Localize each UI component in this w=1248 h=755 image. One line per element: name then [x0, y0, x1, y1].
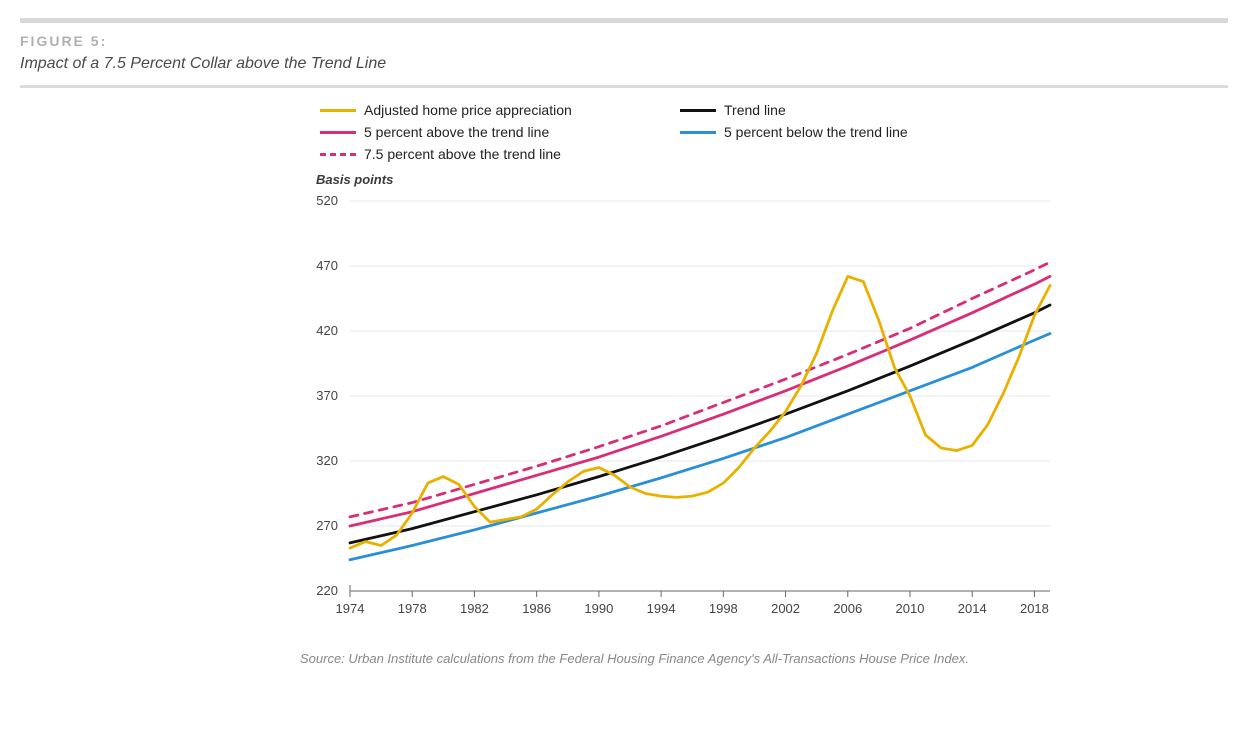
y-tick-label: 520 [316, 193, 338, 208]
legend-swatch-above5 [320, 131, 356, 134]
x-tick-label: 1990 [584, 601, 613, 616]
legend-item-above5: 5 percent above the trend line [320, 124, 590, 140]
y-axis-title: Basis points [316, 172, 1228, 187]
legend-swatch-trend [680, 109, 716, 112]
legend-item-below5: 5 percent below the trend line [680, 124, 950, 140]
legend-item-trend: Trend line [680, 102, 950, 118]
x-tick-label: 1974 [336, 601, 365, 616]
x-tick-label: 2018 [1020, 601, 1049, 616]
legend-swatch-below5 [680, 131, 716, 134]
legend-label-above5: 5 percent above the trend line [364, 124, 549, 140]
line-chart: 220 270 320 370 420 470 520 1974 1978 1982 1986 199… [300, 191, 1060, 631]
y-tick-label: 270 [316, 518, 338, 533]
x-tick-label: 1998 [709, 601, 738, 616]
title-rule [20, 85, 1228, 88]
x-tick-label: 1986 [522, 601, 551, 616]
legend-label-above75: 7.5 percent above the trend line [364, 146, 561, 162]
y-tick-label: 420 [316, 323, 338, 338]
legend-label-adjusted: Adjusted home price appreciation [364, 102, 572, 118]
legend-swatch-above75 [320, 153, 356, 156]
legend-item-adjusted: Adjusted home price appreciation [320, 102, 590, 118]
y-tick-label: 320 [316, 453, 338, 468]
series-above5 [350, 276, 1050, 526]
y-tick-label: 220 [316, 583, 338, 598]
figure-title: Impact of a 7.5 Percent Collar above the… [20, 55, 1228, 73]
figure-label: FIGURE 5: [20, 33, 1228, 49]
y-tick-label: 470 [316, 258, 338, 273]
legend-swatch-adjusted [320, 109, 356, 112]
legend-label-trend: Trend line [724, 102, 786, 118]
legend-label-below5: 5 percent below the trend line [724, 124, 908, 140]
x-tick-label: 2010 [896, 601, 925, 616]
x-tick-label: 1978 [398, 601, 427, 616]
chart-legend: Adjusted home price appreciation Trend li… [320, 102, 1228, 162]
x-tick-label: 2014 [958, 601, 987, 616]
top-rule [20, 18, 1228, 23]
x-tick-label: 1982 [460, 601, 489, 616]
figure-container: FIGURE 5: Impact of a 7.5 Percent Collar… [0, 0, 1248, 755]
x-tick-label: 2006 [833, 601, 862, 616]
legend-item-above75: 7.5 percent above the trend line [320, 146, 590, 162]
chart-area: 220 270 320 370 420 470 520 1974 1978 1982 1986 199… [300, 191, 1060, 631]
series-above75 [350, 262, 1050, 517]
source-note: Source: Urban Institute calculations fro… [300, 651, 1228, 666]
y-tick-label: 370 [316, 388, 338, 403]
x-tick-label: 2002 [771, 601, 800, 616]
x-tick-label: 1994 [647, 601, 676, 616]
